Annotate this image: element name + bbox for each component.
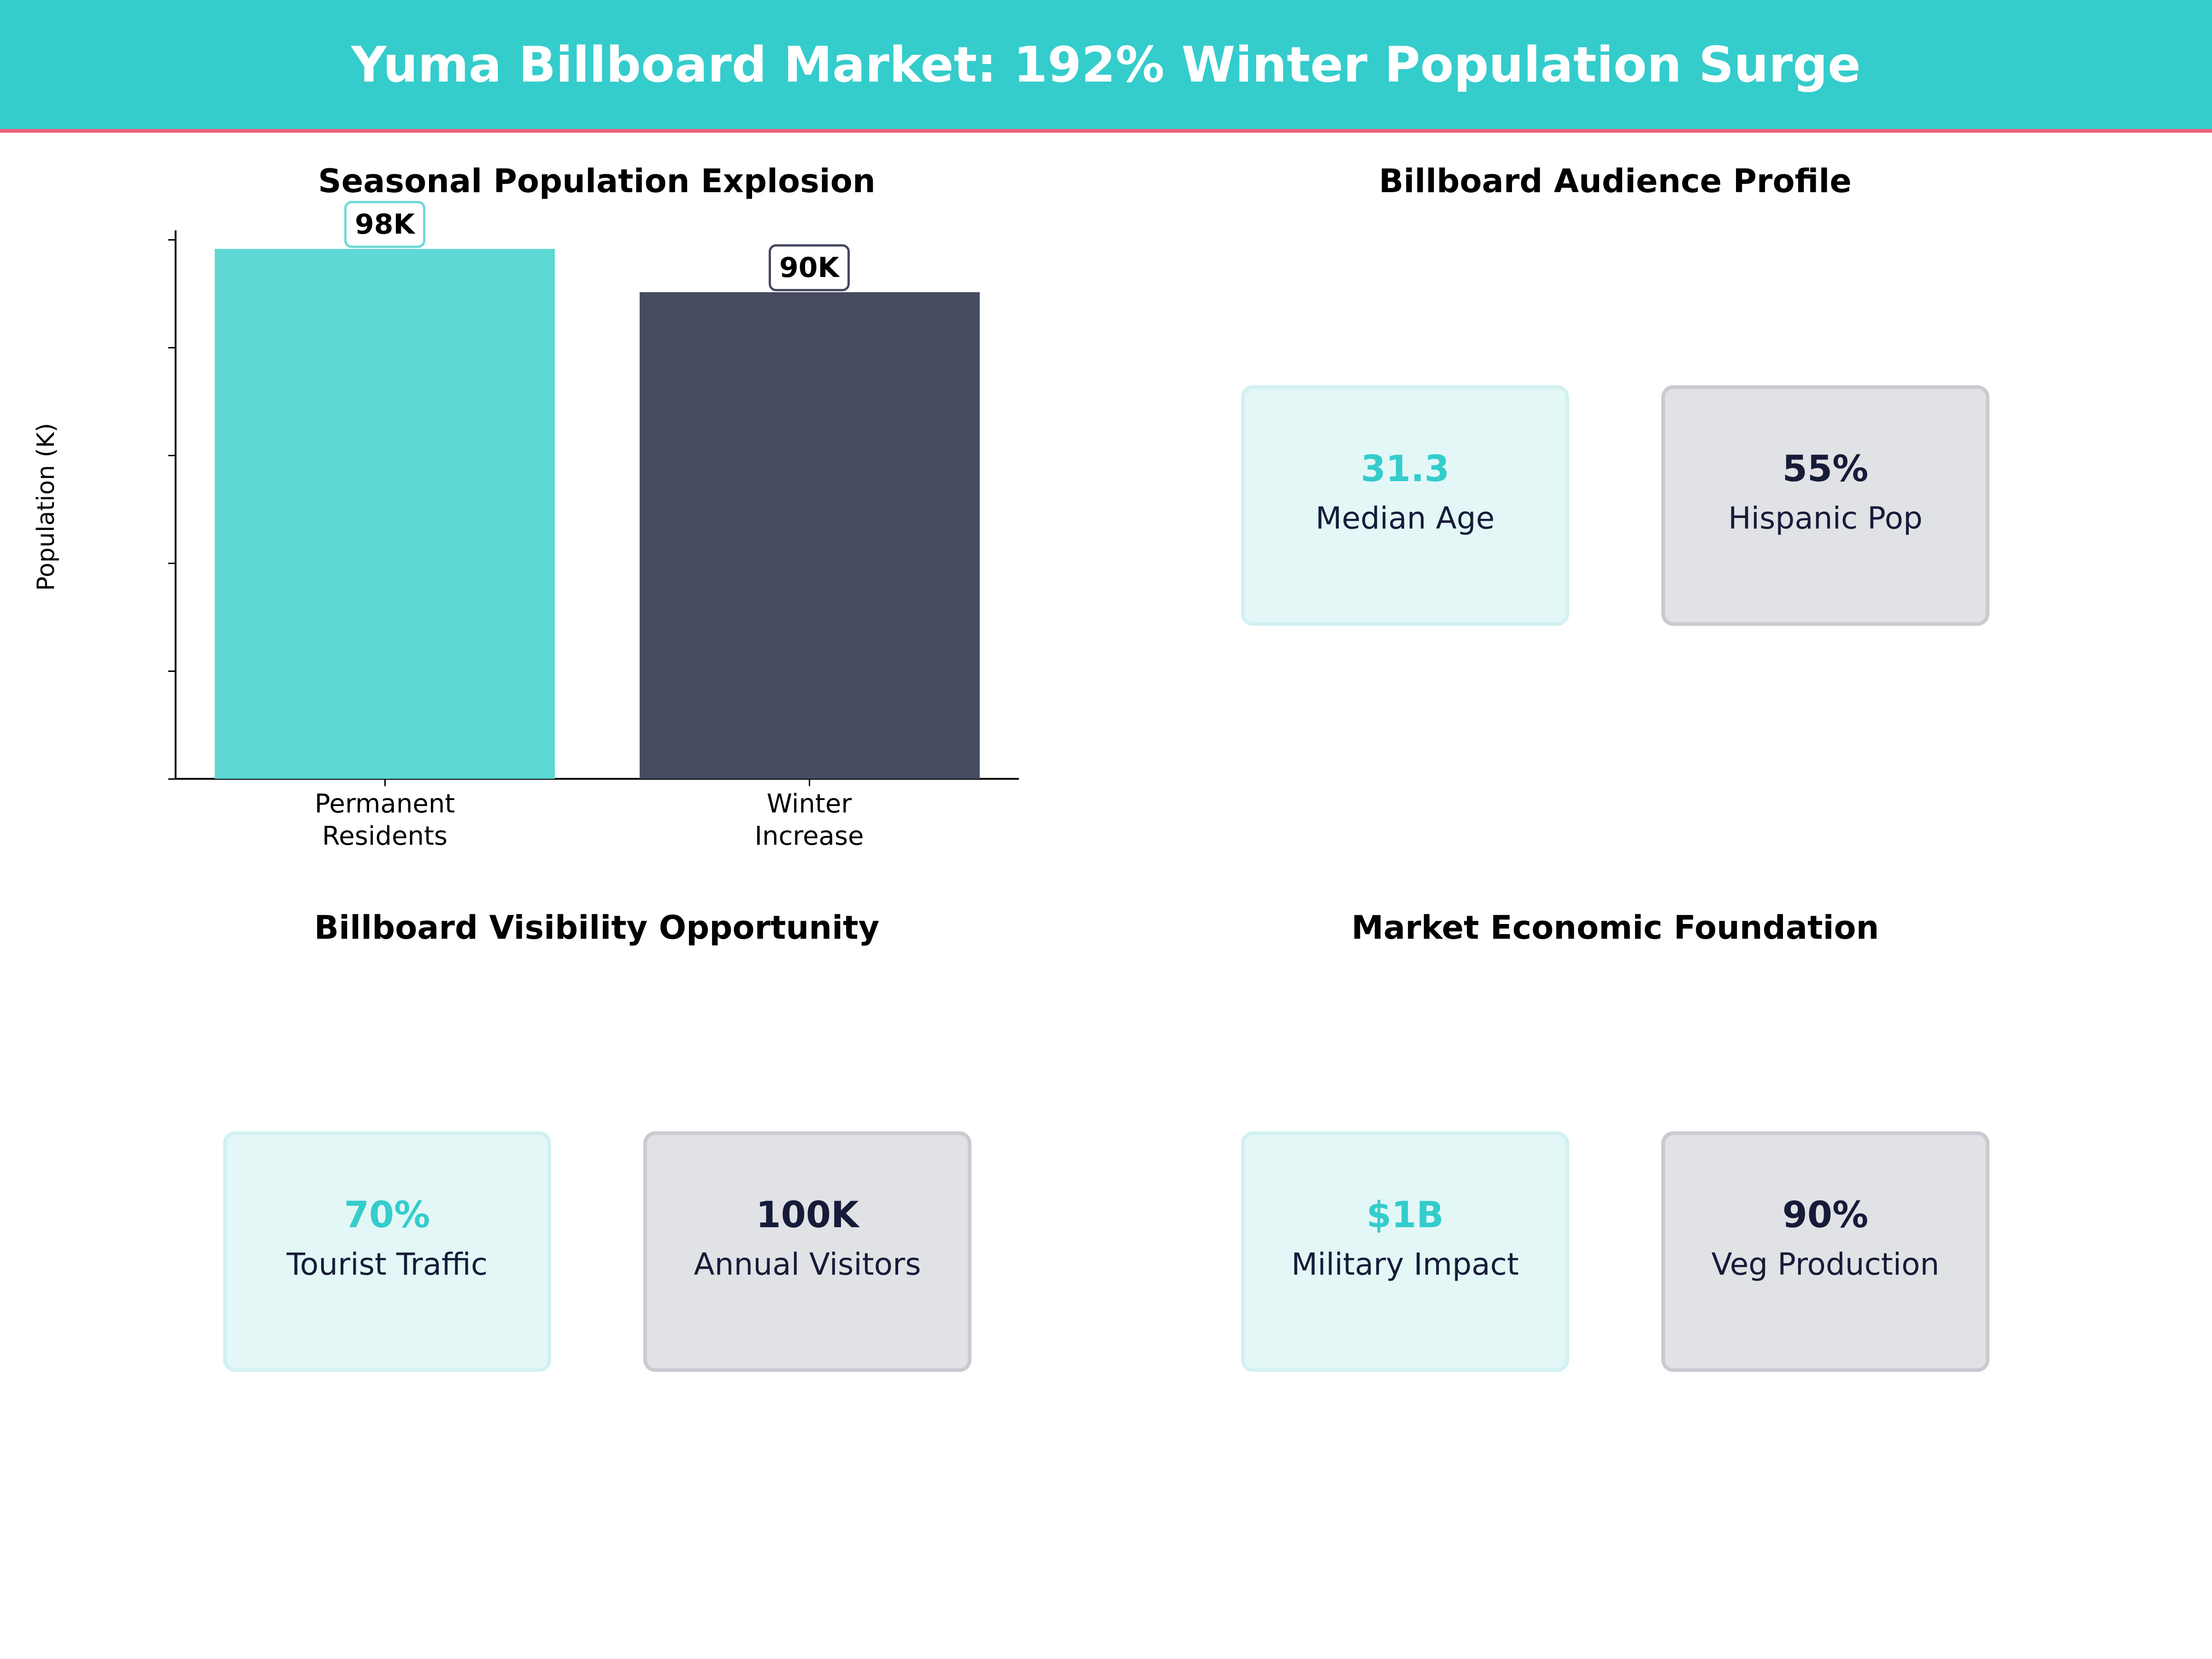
kpi-label: Tourist Traffic [286, 1247, 488, 1282]
page-title: Yuma Billboard Market: 192% Winter Popul… [351, 36, 1861, 93]
y-tick [168, 563, 176, 564]
kpi-value: 31.3 [1360, 448, 1450, 490]
kpi-value: 90% [1782, 1194, 1869, 1236]
visibility-title: Billboard Visibility Opportunity [314, 909, 880, 947]
kpi-label: Median Age [1315, 500, 1495, 536]
x-tick-label-line: Increase [754, 821, 864, 851]
population-bar-chart: Population (K) 0 20000 40000 60000 80000… [0, 0, 1060, 876]
x-tick-label-line: Residents [322, 821, 448, 851]
kpi-label: Hispanic Pop [1728, 500, 1923, 536]
kpi-card-military-impact: $1B Military Impact [1241, 1131, 1569, 1372]
kpi-value: 55% [1782, 448, 1869, 490]
y-tick [168, 239, 176, 241]
x-tick-label: Permanent Residents [247, 788, 523, 853]
y-axis-label: Population (K) [32, 423, 60, 591]
x-axis [175, 778, 1019, 780]
kpi-label: Military Impact [1291, 1247, 1519, 1282]
header-accent-stripe [0, 129, 2212, 133]
x-tick [809, 779, 810, 786]
kpi-card-veg-production: 90% Veg Production [1661, 1131, 1989, 1372]
x-tick-label-line: Permanent [314, 789, 455, 819]
audience-profile-title: Billboard Audience Profile [1379, 162, 1852, 200]
economic-title: Market Economic Foundation [1351, 909, 1879, 947]
bar-data-label: 90K [769, 244, 850, 291]
y-tick [168, 455, 176, 456]
bar-permanent-residents [215, 249, 555, 779]
kpi-value: 70% [344, 1194, 430, 1236]
y-tick [168, 671, 176, 672]
y-tick [168, 778, 176, 780]
kpi-card-annual-visitors: 100K Annual Visitors [643, 1131, 971, 1372]
y-axis [175, 230, 176, 780]
kpi-value: 100K [756, 1194, 859, 1236]
kpi-label: Annual Visitors [694, 1247, 921, 1282]
chart-title: Seasonal Population Explosion [318, 162, 876, 200]
x-tick-label: Winter Increase [671, 788, 947, 853]
kpi-card-hispanic-pop: 55% Hispanic Pop [1661, 385, 1989, 626]
x-tick [384, 779, 386, 786]
kpi-value: $1B [1366, 1194, 1444, 1236]
x-tick-label-line: Winter [766, 789, 852, 819]
header-banner: Yuma Billboard Market: 192% Winter Popul… [0, 0, 2212, 129]
bar-winter-increase [640, 292, 980, 779]
kpi-card-tourist-traffic: 70% Tourist Traffic [223, 1131, 551, 1372]
kpi-label: Veg Production [1711, 1247, 1940, 1282]
bar-data-label: 98K [344, 201, 425, 248]
y-tick [168, 347, 176, 348]
kpi-card-median-age: 31.3 Median Age [1241, 385, 1569, 626]
